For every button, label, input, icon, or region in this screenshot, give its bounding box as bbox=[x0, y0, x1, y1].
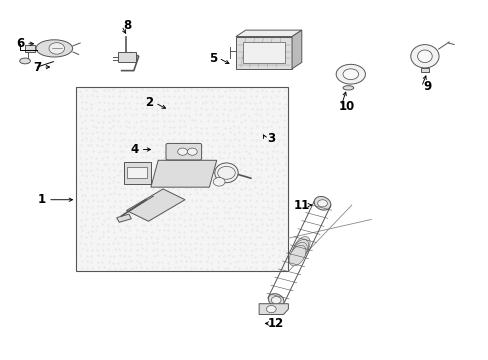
FancyBboxPatch shape bbox=[165, 143, 201, 160]
Circle shape bbox=[49, 42, 64, 54]
Text: 3: 3 bbox=[267, 132, 275, 145]
Circle shape bbox=[266, 306, 276, 313]
Circle shape bbox=[317, 200, 327, 207]
Polygon shape bbox=[25, 45, 35, 52]
Bar bbox=[420, 68, 428, 72]
Text: 12: 12 bbox=[267, 317, 284, 330]
Polygon shape bbox=[291, 30, 301, 69]
Polygon shape bbox=[126, 189, 184, 221]
Text: 11: 11 bbox=[293, 199, 309, 212]
Polygon shape bbox=[259, 304, 288, 315]
Text: 1: 1 bbox=[38, 193, 46, 206]
Circle shape bbox=[213, 177, 224, 186]
Text: 8: 8 bbox=[123, 19, 131, 32]
Ellipse shape bbox=[417, 50, 431, 63]
Ellipse shape bbox=[214, 163, 238, 183]
Ellipse shape bbox=[293, 237, 309, 257]
Ellipse shape bbox=[268, 294, 284, 307]
Ellipse shape bbox=[342, 69, 358, 80]
Bar bbox=[127, 167, 147, 178]
Ellipse shape bbox=[288, 245, 305, 266]
Bar bbox=[118, 51, 136, 62]
Ellipse shape bbox=[290, 242, 306, 263]
Bar bbox=[76, 87, 288, 271]
Ellipse shape bbox=[410, 45, 438, 68]
Text: 7: 7 bbox=[33, 60, 41, 73]
Ellipse shape bbox=[291, 239, 308, 260]
Bar bbox=[243, 42, 284, 63]
Text: 6: 6 bbox=[16, 37, 24, 50]
Text: 9: 9 bbox=[422, 80, 430, 93]
Text: 2: 2 bbox=[145, 96, 153, 109]
Circle shape bbox=[271, 297, 281, 304]
Ellipse shape bbox=[342, 86, 353, 90]
Polygon shape bbox=[117, 214, 131, 222]
Ellipse shape bbox=[20, 58, 30, 64]
Circle shape bbox=[177, 148, 187, 155]
Circle shape bbox=[187, 148, 197, 155]
Ellipse shape bbox=[335, 64, 365, 84]
Bar bbox=[236, 37, 291, 69]
Polygon shape bbox=[151, 160, 216, 187]
Bar bbox=[124, 162, 151, 184]
Text: 10: 10 bbox=[338, 100, 354, 113]
Ellipse shape bbox=[314, 197, 330, 210]
Text: 4: 4 bbox=[130, 143, 139, 156]
Polygon shape bbox=[236, 30, 301, 37]
Text: 5: 5 bbox=[208, 51, 217, 64]
Ellipse shape bbox=[36, 40, 73, 57]
Circle shape bbox=[217, 166, 235, 179]
